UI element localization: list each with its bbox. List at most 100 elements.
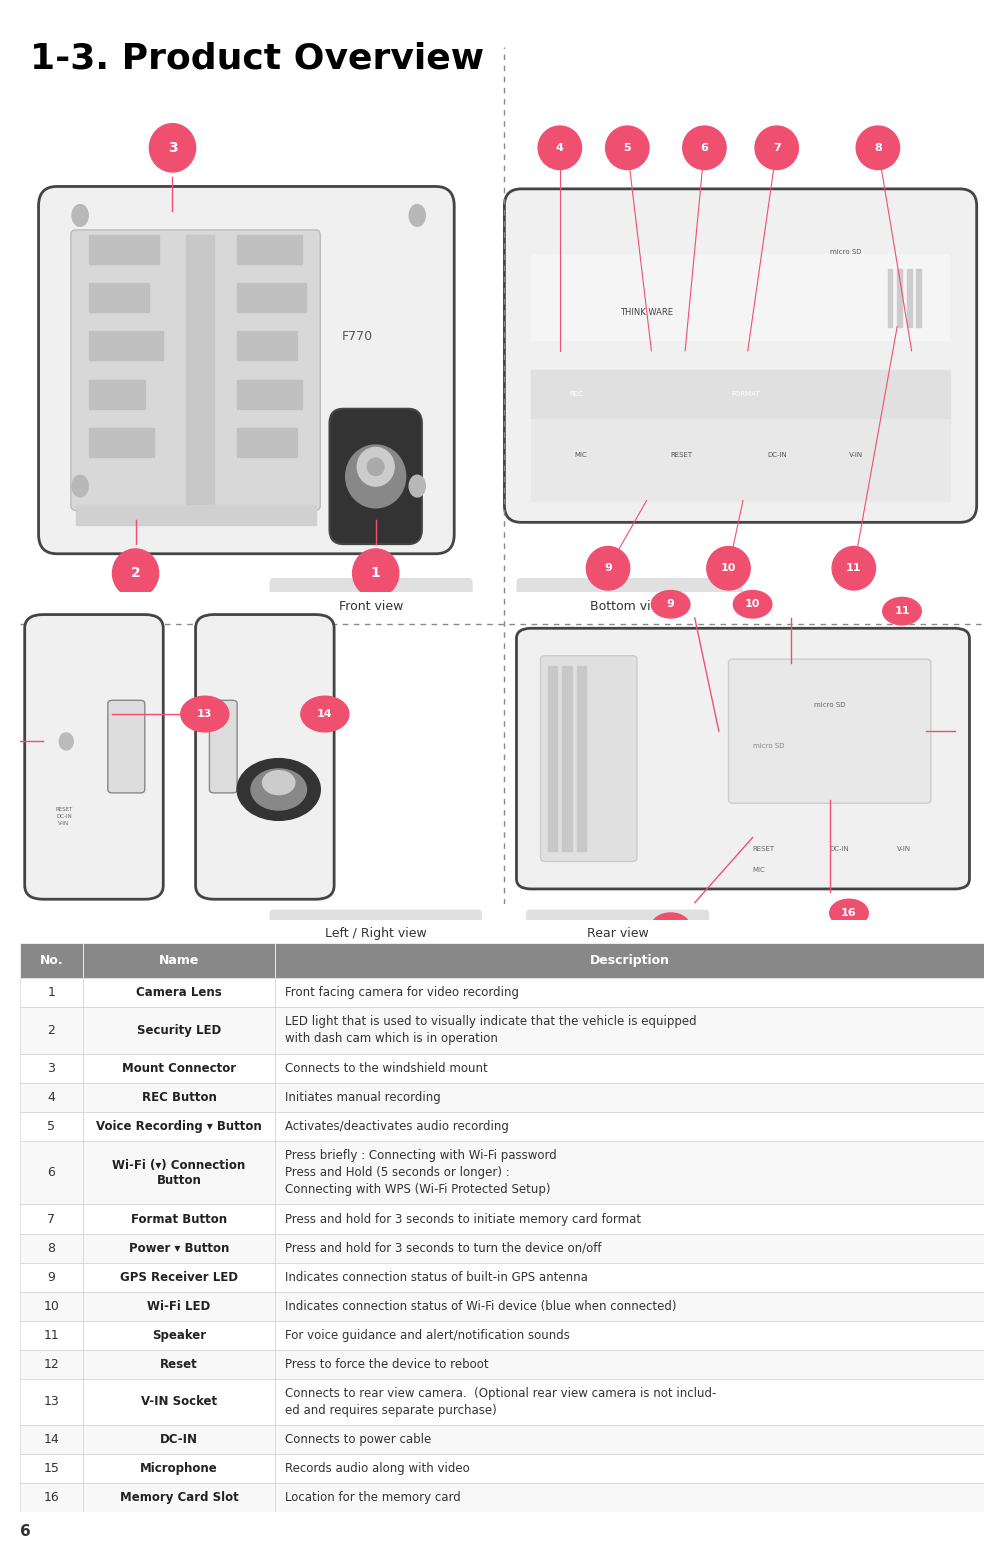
Text: REC Button: REC Button [141,1091,217,1104]
Text: F770: F770 [341,331,372,343]
FancyBboxPatch shape [526,909,708,957]
Circle shape [706,547,749,589]
Bar [275,1082,983,1112]
Text: For voice guidance and alert/notification sounds: For voice guidance and alert/notificatio… [285,1328,570,1342]
Text: Description: Description [589,954,669,967]
Bar [275,1320,983,1350]
Text: 9: 9 [47,1271,55,1283]
Bar [82,1291,275,1320]
Bar [82,1455,275,1483]
Bar [82,1082,275,1112]
FancyBboxPatch shape [728,659,930,803]
Text: 2: 2 [47,1024,55,1037]
Text: Indicates connection status of Wi-Fi device (blue when connected): Indicates connection status of Wi-Fi dev… [285,1300,676,1313]
Bar [20,943,82,977]
Circle shape [301,697,349,731]
Bar [20,1007,82,1054]
FancyBboxPatch shape [71,231,320,510]
Circle shape [367,458,383,475]
Text: Security LED: Security LED [136,1024,221,1037]
Bar [82,1233,275,1263]
Text: 12: 12 [43,1358,59,1370]
Circle shape [682,126,725,170]
FancyBboxPatch shape [269,909,481,957]
Text: DC-IN: DC-IN [159,1433,198,1447]
Bar [82,1320,275,1350]
Bar [275,1455,983,1483]
Bar [906,268,911,327]
Bar [20,1455,82,1483]
Text: 11: 11 [846,563,861,574]
Circle shape [181,697,229,731]
Text: Press briefly : Connecting with Wi-Fi password
Press and Hold (5 seconds or long: Press briefly : Connecting with Wi-Fi pa… [285,1149,557,1196]
Ellipse shape [59,733,73,750]
FancyBboxPatch shape [196,614,334,900]
Bar [275,1141,983,1205]
Circle shape [357,447,394,486]
Bar [20,1350,82,1378]
Text: 6: 6 [700,143,708,153]
Bar [548,666,557,851]
Bar [275,1263,983,1291]
Circle shape [856,126,899,170]
Text: 9: 9 [666,599,674,610]
Text: THINK WARE: THINK WARE [620,307,672,316]
Text: Activates/deactivates audio recording: Activates/deactivates audio recording [285,1119,509,1132]
Ellipse shape [409,204,425,226]
Bar [82,977,275,1007]
Text: Wi-Fi LED: Wi-Fi LED [147,1300,211,1313]
Circle shape [112,549,158,597]
Text: 1: 1 [47,985,55,999]
Text: 16: 16 [43,1492,59,1504]
FancyBboxPatch shape [107,700,144,794]
Text: RESET: RESET [752,847,774,853]
Bar [89,380,144,408]
Text: 13: 13 [43,1395,59,1408]
Bar [82,1263,275,1291]
Bar [275,1205,983,1233]
Text: No.: No. [39,954,63,967]
Text: Front view: Front view [339,600,403,613]
Bar [531,254,949,341]
Text: 5: 5 [623,143,631,153]
Text: Press to force the device to reboot: Press to force the device to reboot [285,1358,488,1370]
Text: 4: 4 [556,143,564,153]
Text: 4: 4 [47,1091,55,1104]
Bar [20,1483,82,1512]
Bar [275,977,983,1007]
Circle shape [605,126,648,170]
Bar [20,1141,82,1205]
Bar [20,1320,82,1350]
Bar [897,268,901,327]
Bar [82,1425,275,1455]
FancyBboxPatch shape [516,628,969,889]
Bar [20,1082,82,1112]
Text: V-IN: V-IN [897,847,911,853]
Circle shape [732,591,771,617]
Text: Power ▾ Button: Power ▾ Button [128,1241,229,1255]
Text: DC-IN: DC-IN [828,847,849,853]
Text: V-IN Socket: V-IN Socket [140,1395,217,1408]
Text: micro SD: micro SD [752,744,783,750]
Text: micro SD: micro SD [828,249,861,256]
Bar [20,1205,82,1233]
FancyBboxPatch shape [837,373,875,416]
Text: Mount Connector: Mount Connector [122,1062,236,1074]
Ellipse shape [72,204,88,226]
Text: V-IN: V-IN [849,452,863,458]
Bar [89,284,149,312]
Circle shape [754,126,797,170]
Bar [275,1007,983,1054]
FancyBboxPatch shape [894,373,933,416]
Ellipse shape [409,475,425,497]
Bar [887,268,892,327]
FancyBboxPatch shape [38,187,453,553]
Text: Indicates connection status of built-in GPS antenna: Indicates connection status of built-in … [285,1271,588,1283]
Bar [82,1007,275,1054]
Bar [562,666,572,851]
Bar [82,1141,275,1205]
Text: Voice Recording ▾ Button: Voice Recording ▾ Button [96,1119,262,1132]
Bar [20,1291,82,1320]
Text: Camera Lens: Camera Lens [136,985,222,999]
Bar [20,1378,82,1425]
